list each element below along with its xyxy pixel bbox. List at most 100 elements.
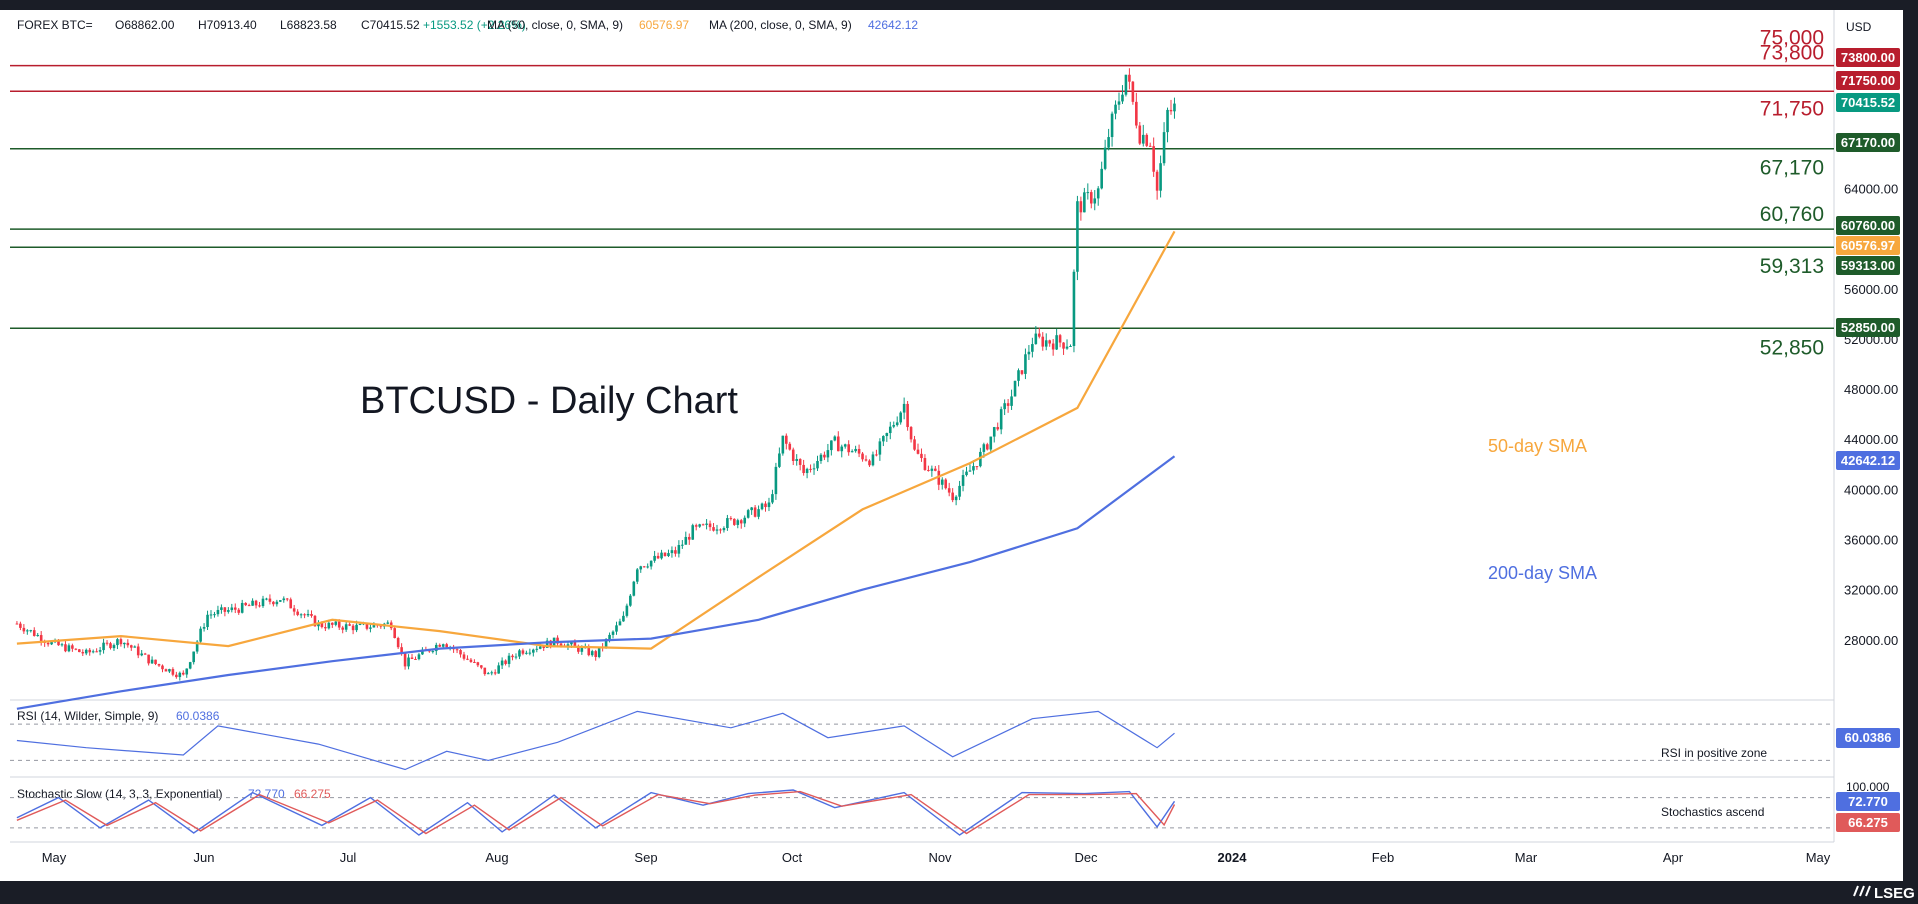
candle-body: [660, 552, 663, 559]
candle-body: [126, 642, 130, 646]
candle-body: [417, 654, 421, 660]
candle-body: [812, 468, 816, 470]
price-tick-label: 36000.00: [1844, 533, 1898, 548]
candle-body: [888, 426, 892, 434]
level-label: 71,750: [1760, 97, 1824, 120]
candle-body: [1013, 380, 1017, 397]
candle-body: [292, 608, 296, 612]
candle-body: [708, 523, 712, 528]
candle-body: [868, 460, 871, 466]
candle-body: [698, 524, 701, 527]
price-tick-label: 64000.00: [1844, 181, 1898, 196]
candle-body: [247, 605, 251, 607]
candle-body: [733, 518, 736, 525]
candle-body: [590, 651, 594, 656]
header-low: L68823.58: [280, 18, 337, 32]
candle-body: [105, 642, 109, 644]
stoch-d-label: 66.275: [294, 787, 331, 801]
candle-body: [778, 453, 781, 467]
candle-body: [275, 601, 279, 605]
candle-body: [175, 674, 178, 678]
candle-body: [823, 454, 826, 458]
candle-body: [223, 607, 227, 612]
candle-body: [785, 435, 788, 444]
candle-body: [542, 646, 546, 648]
header-symbol: FOREX BTC=: [17, 18, 93, 32]
candle-body: [653, 555, 656, 561]
moving-average-lines: [16, 230, 1176, 710]
candle-body: [757, 509, 760, 517]
candle-body: [60, 644, 64, 646]
time-tick-label: Feb: [1372, 850, 1394, 865]
price-tag: [1836, 133, 1900, 152]
candle-body: [486, 673, 490, 675]
candle-body: [334, 621, 338, 625]
candle-body: [986, 444, 989, 450]
candle-body: [1166, 109, 1169, 133]
candle-body: [923, 458, 927, 470]
time-tick-label: Jun: [194, 850, 215, 865]
candle-body: [1138, 125, 1142, 144]
candle-body: [577, 645, 580, 652]
candle-body: [705, 523, 708, 525]
candle-body: [64, 644, 67, 652]
candle-body: [1135, 101, 1138, 126]
candle-body: [1041, 336, 1045, 347]
candle-body: [854, 448, 857, 452]
candle-body: [1051, 343, 1055, 350]
candle-body: [545, 640, 549, 648]
price-tag-text: 60760.00: [1841, 218, 1895, 233]
candle-body: [410, 657, 414, 659]
candle-body: [1107, 137, 1110, 148]
candle-body: [521, 650, 525, 654]
candle-body: [677, 545, 681, 554]
candle-body: [504, 660, 507, 664]
candle-body: [157, 663, 161, 666]
candle-body: [892, 425, 896, 427]
currency-label: USD: [1846, 20, 1872, 34]
candle-body: [407, 657, 410, 667]
candle-body: [608, 634, 611, 639]
header-ma50-label: MA (50, close, 0, SMA, 9): [487, 18, 623, 32]
price-tag-text: 67170.00: [1841, 135, 1895, 150]
level-label: 59,313: [1760, 255, 1824, 278]
lseg-logo-text: LSEG: [1874, 885, 1915, 902]
candle-body: [791, 449, 795, 461]
candle-body: [753, 507, 757, 517]
time-tick-label: Apr: [1663, 850, 1684, 865]
candle-body: [282, 598, 286, 601]
candle-body: [26, 630, 29, 632]
candle-body: [930, 468, 934, 471]
candle-body: [95, 651, 98, 653]
candle-body: [379, 625, 383, 627]
candle-body: [857, 448, 861, 454]
candle-body: [830, 440, 833, 451]
candle-body: [968, 470, 972, 472]
candle-body: [684, 536, 688, 545]
candle-body: [313, 615, 317, 627]
candle-body: [691, 525, 695, 540]
candle-body: [951, 492, 954, 501]
candle-body: [396, 638, 400, 648]
candle-body: [15, 623, 19, 625]
candle-body: [864, 459, 868, 461]
candle-body: [719, 529, 722, 531]
time-tick-label: Mar: [1515, 850, 1538, 865]
candle-body: [237, 609, 241, 613]
rsi-line: [16, 710, 1175, 771]
candle-body: [667, 553, 670, 557]
candle-body: [32, 630, 36, 636]
candle-body: [528, 652, 532, 654]
candle-body: [639, 566, 643, 570]
candle-body: [39, 635, 43, 642]
candle-body: [632, 581, 636, 596]
candle-body: [91, 651, 95, 653]
candle-body: [736, 520, 740, 525]
rsi-annotation: RSI in positive zone: [1661, 746, 1767, 760]
candle-body: [1124, 74, 1128, 95]
candle-body: [306, 614, 310, 616]
candle-body: [324, 627, 327, 629]
candle-body: [1065, 346, 1069, 349]
candle-body: [150, 659, 154, 664]
candle-body: [1010, 396, 1013, 406]
